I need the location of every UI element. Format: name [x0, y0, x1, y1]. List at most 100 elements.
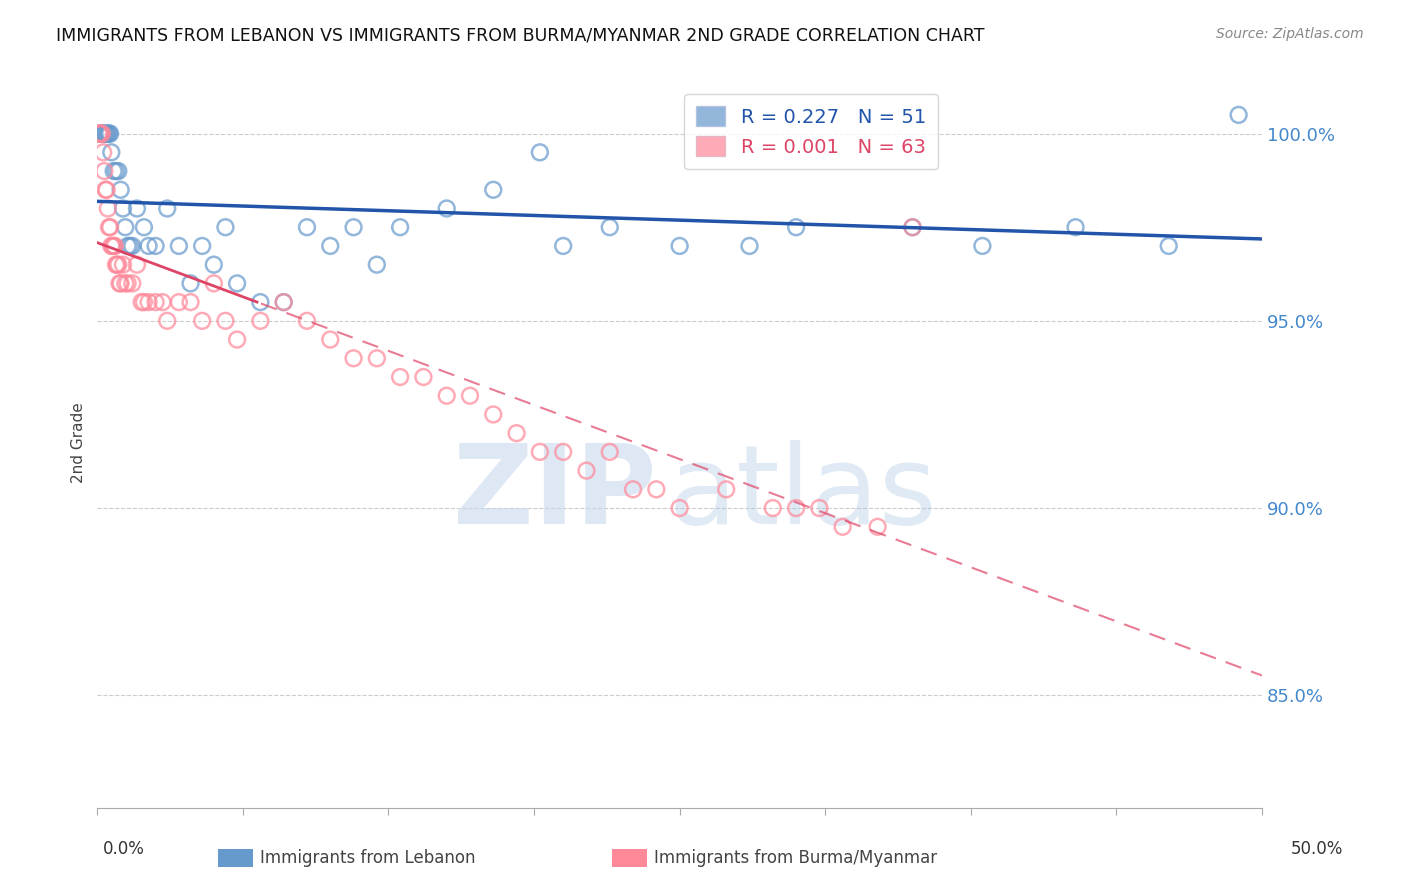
Point — [145, 239, 167, 253]
Point — [1157, 239, 1180, 253]
Point — [118, 239, 141, 253]
Point — [110, 183, 132, 197]
Point — [1064, 220, 1087, 235]
Point — [100, 239, 122, 253]
Point — [599, 220, 621, 235]
Point — [104, 258, 127, 272]
Point — [98, 127, 121, 141]
Point — [645, 483, 668, 497]
Point — [90, 127, 112, 141]
Point — [125, 202, 148, 216]
Point — [107, 258, 129, 272]
Point — [553, 445, 575, 459]
Text: Source: ZipAtlas.com: Source: ZipAtlas.com — [1216, 27, 1364, 41]
Point — [214, 220, 236, 235]
Point — [138, 239, 160, 253]
Point — [785, 501, 807, 516]
Point — [138, 295, 160, 310]
Point — [738, 239, 761, 253]
Point — [214, 314, 236, 328]
Point — [107, 164, 129, 178]
Point — [901, 220, 924, 235]
Point — [96, 183, 118, 197]
Point — [94, 127, 117, 141]
Point — [98, 127, 121, 141]
Point — [98, 220, 121, 235]
Point — [114, 277, 136, 291]
Point — [436, 202, 458, 216]
Point — [412, 370, 434, 384]
Point — [89, 127, 111, 141]
Point — [389, 370, 412, 384]
Point — [295, 314, 318, 328]
Text: ZIP: ZIP — [453, 440, 657, 547]
Point — [366, 351, 388, 366]
Point — [167, 239, 190, 253]
Point — [191, 239, 214, 253]
Point — [91, 145, 114, 160]
Point — [105, 258, 128, 272]
Point — [599, 445, 621, 459]
Point — [132, 295, 155, 310]
Point — [273, 295, 295, 310]
Point — [249, 314, 271, 328]
Point — [125, 258, 148, 272]
Point — [97, 202, 120, 216]
Point — [458, 389, 481, 403]
Point — [716, 483, 738, 497]
Point — [117, 277, 139, 291]
Point — [167, 295, 190, 310]
Point — [101, 239, 124, 253]
Point — [901, 220, 924, 235]
Point — [529, 145, 551, 160]
Point — [121, 277, 143, 291]
Point — [104, 164, 127, 178]
Point — [100, 145, 122, 160]
Point — [96, 127, 118, 141]
Point — [319, 239, 342, 253]
Point — [202, 258, 225, 272]
Point — [93, 164, 115, 178]
Point — [114, 220, 136, 235]
Point — [553, 239, 575, 253]
Point — [319, 333, 342, 347]
Point — [808, 501, 831, 516]
Point — [131, 295, 153, 310]
Point — [226, 333, 249, 347]
Point — [104, 239, 127, 253]
Point — [831, 520, 853, 534]
Point — [91, 127, 114, 141]
Point — [110, 277, 132, 291]
Point — [93, 127, 115, 141]
Point — [866, 520, 889, 534]
Point — [156, 314, 179, 328]
Point — [180, 277, 202, 291]
Point — [575, 464, 598, 478]
Point — [668, 501, 690, 516]
Point — [529, 445, 551, 459]
Point — [972, 239, 994, 253]
Point — [505, 426, 527, 441]
Point — [342, 351, 364, 366]
Point — [103, 164, 125, 178]
Point — [180, 295, 202, 310]
Point — [121, 239, 143, 253]
Point — [191, 314, 214, 328]
Point — [366, 258, 388, 272]
Point — [482, 183, 505, 197]
Point — [87, 127, 110, 141]
Point — [97, 127, 120, 141]
Point — [103, 239, 125, 253]
Point — [762, 501, 785, 516]
Point — [295, 220, 318, 235]
Point — [668, 239, 690, 253]
Point — [145, 295, 167, 310]
Point — [108, 277, 131, 291]
Point — [342, 220, 364, 235]
Point — [785, 220, 807, 235]
Point — [132, 220, 155, 235]
Point — [621, 483, 644, 497]
Text: IMMIGRANTS FROM LEBANON VS IMMIGRANTS FROM BURMA/MYANMAR 2ND GRADE CORRELATION C: IMMIGRANTS FROM LEBANON VS IMMIGRANTS FR… — [56, 27, 984, 45]
Point — [117, 239, 139, 253]
Y-axis label: 2nd Grade: 2nd Grade — [72, 402, 86, 483]
